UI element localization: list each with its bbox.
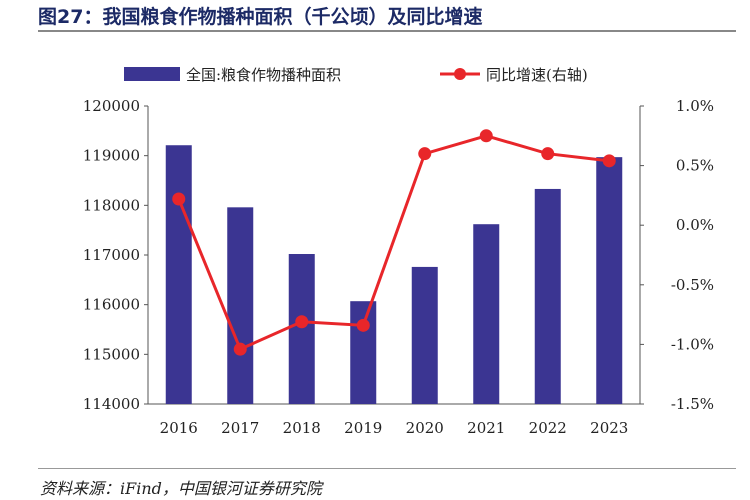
left-tick-label: 119000 [83, 147, 140, 165]
bar-2016 [165, 145, 192, 404]
bar-2022 [534, 188, 561, 404]
right-tick-label: 0.0% [676, 216, 714, 234]
growth-line [177, 134, 610, 352]
left-tick-label: 118000 [83, 196, 140, 214]
right-tick-label: 0.5% [676, 157, 714, 175]
growth-point-2022 [541, 147, 555, 161]
growth-point-2020 [418, 147, 432, 161]
left-tick-label: 115000 [83, 345, 140, 363]
growth-point-2021 [479, 129, 493, 143]
bar-2018 [288, 254, 315, 404]
x-tick-label: 2017 [221, 419, 259, 437]
bar-2021 [473, 224, 500, 404]
growth-point-2019 [356, 318, 370, 332]
x-tick-label: 2021 [467, 419, 505, 437]
growth-point-2023 [602, 154, 616, 168]
right-tick-label: -0.5% [671, 276, 714, 294]
x-tick-label: 2016 [160, 419, 198, 437]
legend-line-label: 同比增速(右轴) [486, 66, 588, 84]
source-note: 资料来源：iFind，中国银河证券研究院 [40, 479, 322, 498]
bar-2019 [350, 301, 377, 404]
left-tick-label: 120000 [83, 97, 140, 115]
right-tick-label: 1.0% [676, 97, 714, 115]
x-tick-label: 2019 [344, 419, 382, 437]
chart-title: 图27：我国粮食作物播种面积（千公顷）及同比增速 [38, 6, 483, 28]
bar-2020 [411, 266, 438, 404]
title-divider [38, 30, 736, 32]
x-tick-label: 2022 [529, 419, 567, 437]
source-divider [38, 468, 736, 469]
x-tick-label: 2020 [406, 419, 444, 437]
legend-bar-label: 全国:粮食作物播种面积 [186, 66, 341, 84]
left-tick-label: 116000 [83, 296, 140, 314]
legend-bar-swatch [124, 67, 180, 81]
growth-point-2018 [295, 315, 309, 329]
left-tick-label: 117000 [83, 246, 140, 264]
right-tick-label: -1.0% [671, 335, 714, 353]
growth-point-2017 [233, 342, 247, 356]
growth-point-2016 [172, 192, 186, 206]
right-tick-label: -1.5% [671, 395, 714, 413]
x-tick-label: 2018 [283, 419, 321, 437]
x-tick-label: 2023 [590, 419, 628, 437]
legend-line-marker [454, 68, 466, 80]
bar-2017 [227, 207, 254, 404]
bar-2023 [596, 157, 623, 404]
left-tick-label: 114000 [83, 395, 140, 413]
